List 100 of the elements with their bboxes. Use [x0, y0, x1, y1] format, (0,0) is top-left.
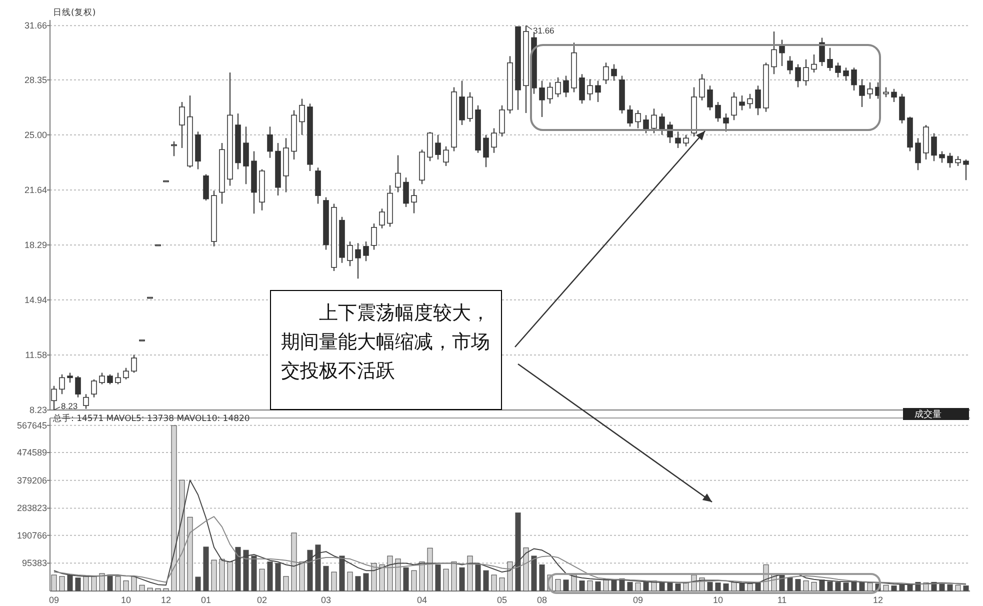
- candlestick: [403, 177, 409, 208]
- candlestick: [627, 104, 633, 128]
- candlestick: [955, 156, 961, 167]
- candlestick: [371, 222, 377, 250]
- annotation: 8.23: [61, 401, 78, 411]
- candlestick: [651, 108, 657, 134]
- bar: [179, 480, 185, 592]
- bar: [371, 562, 377, 592]
- annotation: 成交量: [914, 409, 942, 420]
- candlestick: [459, 80, 465, 126]
- bar: [227, 562, 233, 592]
- candlestick: [59, 374, 65, 395]
- bar: [451, 562, 457, 592]
- y-tick-label: 379206: [16, 475, 47, 486]
- x-tick-label: 04: [416, 595, 428, 605]
- candlestick: [755, 85, 761, 116]
- x-tick-label: 02: [256, 595, 268, 605]
- candlestick: [91, 378, 97, 398]
- x-tick-label: 08: [536, 595, 548, 605]
- x-tick-label: 05: [496, 595, 508, 605]
- candlestick: [827, 47, 833, 72]
- bar: [403, 567, 409, 592]
- bar: [51, 574, 57, 592]
- candlestick: [443, 146, 449, 167]
- bar: [683, 582, 689, 592]
- candlestick: [819, 37, 825, 66]
- candlestick: [587, 78, 593, 101]
- bar: [867, 582, 873, 592]
- x-tick-label: 12: [160, 595, 172, 605]
- bar: [59, 576, 65, 592]
- candlestick: [539, 80, 545, 118]
- bar: [347, 572, 353, 592]
- candlestick: [203, 174, 209, 201]
- candlestick: [795, 64, 801, 88]
- y-tick-label: 18.29: [24, 240, 47, 250]
- candlestick: [555, 76, 561, 98]
- bar: [99, 573, 105, 592]
- candlestick: [611, 64, 617, 82]
- bar: [811, 582, 817, 592]
- bar: [427, 548, 433, 592]
- candlestick: [171, 140, 177, 157]
- chart-title: 日线(复权): [53, 7, 96, 18]
- candlestick: [771, 30, 777, 75]
- candlestick: [779, 39, 785, 66]
- candlestick: [83, 394, 89, 410]
- candlestick: [707, 85, 713, 111]
- candlestick: [99, 372, 105, 385]
- candlestick: [603, 62, 609, 84]
- x-tick-label: 10: [712, 595, 724, 605]
- bar: [211, 560, 217, 592]
- y-tick-label: 21.64: [24, 184, 47, 195]
- bar: [203, 546, 209, 592]
- candlestick: [747, 93, 753, 110]
- bar: [955, 584, 961, 592]
- line-series: [54, 516, 966, 584]
- candlestick: [435, 134, 441, 160]
- x-tick-label: 12: [872, 595, 884, 605]
- bar: [123, 580, 129, 592]
- candlestick: [243, 126, 249, 185]
- bar: [443, 568, 449, 592]
- bar: [579, 580, 585, 592]
- bar: [299, 562, 305, 592]
- candlestick: [547, 82, 553, 104]
- bar: [163, 588, 169, 592]
- candlestick: [835, 62, 841, 78]
- candlestick: [723, 113, 729, 132]
- candlestick: [363, 241, 369, 262]
- bar: [379, 564, 385, 592]
- y-tick-label: 25.00: [24, 130, 47, 140]
- bar: [883, 584, 889, 592]
- y-tick-label: 8.23: [29, 405, 47, 415]
- candlestick: [107, 374, 113, 385]
- candlestick: [123, 367, 129, 380]
- candlestick: [787, 56, 793, 75]
- bar: [283, 576, 289, 592]
- bar: [187, 516, 193, 592]
- candlestick: [115, 372, 121, 385]
- bar: [523, 548, 529, 592]
- candlestick: [347, 241, 353, 267]
- candlestick: [131, 354, 137, 374]
- candlestick: [467, 92, 473, 122]
- bar: [555, 579, 561, 592]
- bar: [147, 588, 153, 592]
- bar: [539, 564, 545, 592]
- bar: [115, 576, 121, 592]
- bar: [331, 572, 337, 592]
- candlestick: [659, 113, 665, 136]
- bar: [83, 576, 89, 592]
- bar: [219, 558, 225, 592]
- candlestick: [931, 132, 937, 162]
- candlestick: [915, 138, 921, 171]
- candlestick: [899, 93, 905, 124]
- bar: [91, 576, 97, 592]
- x-tick-label: 10: [120, 595, 132, 605]
- bar: [803, 580, 809, 592]
- candlestick: [51, 385, 57, 410]
- y-tick-label: 190766: [16, 530, 47, 540]
- bar: [603, 579, 609, 592]
- bar: [747, 583, 753, 592]
- bar: [483, 570, 489, 592]
